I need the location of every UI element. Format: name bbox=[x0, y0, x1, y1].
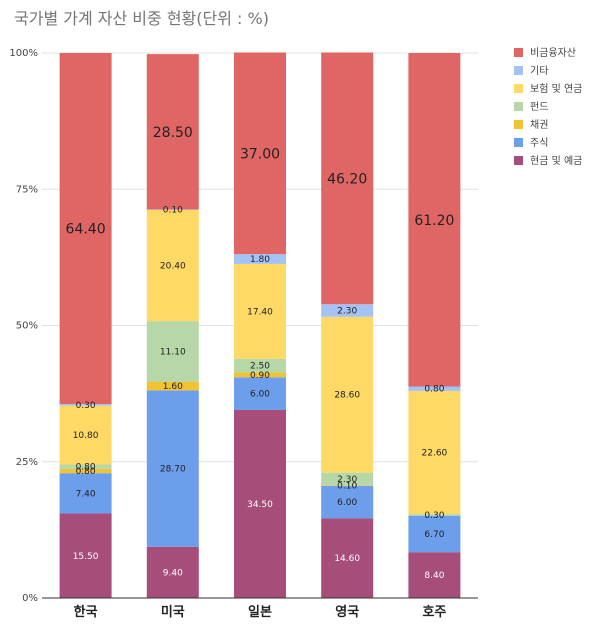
legend-swatch bbox=[514, 66, 523, 75]
data-label: 6.70 bbox=[424, 530, 444, 540]
bar-segment bbox=[321, 485, 374, 486]
bar-segment bbox=[408, 515, 461, 553]
legend-swatch bbox=[514, 84, 523, 93]
data-label: 1.80 bbox=[250, 255, 270, 265]
y-tick-label: 75% bbox=[16, 184, 38, 195]
x-tick-label: 일본 bbox=[248, 605, 272, 620]
bar-segment bbox=[408, 386, 461, 391]
data-label: 0.90 bbox=[250, 371, 270, 381]
data-label: 37.00 bbox=[240, 146, 280, 162]
data-label: 0.30 bbox=[76, 401, 96, 411]
bar-segment bbox=[59, 468, 112, 474]
x-tick-label: 호주 bbox=[422, 605, 446, 620]
data-label: 22.60 bbox=[422, 448, 448, 458]
bar-segment bbox=[146, 390, 199, 547]
legend-label: 보험 및 연금 bbox=[530, 83, 582, 95]
data-label: 64.40 bbox=[66, 221, 106, 237]
data-label: 1.60 bbox=[163, 382, 183, 392]
legend-label: 주식 bbox=[530, 137, 548, 149]
data-label: 6.00 bbox=[337, 498, 357, 508]
axes: 0% 25% 50% 75% 100% 한국 미국 일본 영국 호주 bbox=[9, 48, 478, 620]
data-label: 2.50 bbox=[250, 362, 270, 372]
y-tick-label: 50% bbox=[16, 321, 38, 332]
data-label: 46.20 bbox=[327, 171, 367, 187]
data-label: 34.50 bbox=[247, 500, 273, 510]
bar-segment bbox=[234, 254, 286, 264]
legend-swatch bbox=[514, 156, 523, 165]
bar-segment bbox=[146, 209, 199, 210]
bar-segment bbox=[234, 409, 286, 598]
data-label: 2.30 bbox=[337, 307, 357, 317]
data-label: 2.30 bbox=[337, 475, 357, 485]
legend-swatch bbox=[514, 120, 523, 129]
bar-segment bbox=[234, 372, 286, 378]
legend-swatch bbox=[514, 138, 523, 147]
bar-segment bbox=[59, 473, 112, 514]
bar-segment bbox=[408, 514, 461, 516]
bar-segment bbox=[234, 263, 286, 359]
chart-title: 국가별 가계 자산 비중 현황(단위 : %) bbox=[14, 9, 269, 28]
legend-label: 펀드 bbox=[530, 101, 548, 113]
bar-segment bbox=[321, 485, 374, 519]
bar-segment bbox=[234, 377, 286, 410]
bar-segment bbox=[408, 53, 461, 387]
bar-segment bbox=[146, 546, 199, 598]
data-label: 6.00 bbox=[250, 390, 270, 400]
data-label: 20.40 bbox=[160, 262, 186, 272]
data-label: 28.50 bbox=[153, 125, 193, 141]
y-tick-label: 0% bbox=[22, 593, 38, 604]
data-label: 17.40 bbox=[247, 307, 273, 317]
data-label: 14.60 bbox=[334, 554, 360, 564]
bars bbox=[59, 52, 461, 598]
bar-segment bbox=[146, 381, 199, 391]
data-label: 0.30 bbox=[424, 511, 444, 521]
legend-label: 현금 및 예금 bbox=[530, 155, 582, 167]
bar-segment bbox=[146, 321, 199, 382]
data-label: 28.60 bbox=[334, 391, 360, 401]
data-labels: 15.507.400.800.8010.800.3064.409.4028.70… bbox=[66, 125, 455, 581]
data-label: 7.40 bbox=[76, 489, 96, 499]
bar-segment bbox=[234, 52, 286, 255]
legend-swatch bbox=[514, 102, 523, 111]
bar-segment bbox=[59, 53, 112, 404]
data-label: 0.80 bbox=[424, 385, 444, 395]
x-tick-label: 미국 bbox=[161, 604, 185, 620]
data-label: 10.80 bbox=[73, 431, 99, 441]
bar-segment bbox=[234, 358, 286, 373]
bar-segment bbox=[59, 403, 112, 406]
legend-label: 비금융자산 bbox=[530, 47, 576, 59]
x-tick-label: 영국 bbox=[335, 605, 359, 620]
data-label: 0.80 bbox=[76, 467, 96, 477]
data-label: 8.40 bbox=[424, 571, 444, 581]
bar-segment bbox=[321, 472, 374, 486]
data-label: 0.10 bbox=[163, 206, 183, 216]
y-tick-label: 100% bbox=[9, 48, 38, 59]
legend-label: 채권 bbox=[530, 119, 548, 131]
data-label: 9.40 bbox=[163, 568, 183, 578]
data-label: 61.20 bbox=[414, 213, 454, 229]
bar-segment bbox=[146, 209, 199, 322]
data-label: 15.50 bbox=[73, 552, 99, 562]
bar-segment bbox=[321, 316, 374, 473]
legend-swatch bbox=[514, 48, 523, 57]
bar-segment bbox=[321, 518, 374, 598]
bar-segment bbox=[59, 464, 112, 469]
x-tick-label: 한국 bbox=[74, 604, 98, 620]
bar-segment bbox=[146, 54, 199, 210]
data-label: 28.70 bbox=[160, 465, 186, 475]
bar-segment bbox=[408, 552, 461, 598]
bar-segment bbox=[59, 513, 112, 598]
legend-label: 기타 bbox=[530, 65, 548, 77]
data-label: 0.10 bbox=[337, 481, 357, 491]
y-tick-label: 25% bbox=[16, 457, 38, 468]
bar-segment bbox=[321, 304, 374, 317]
bar-segment bbox=[59, 405, 112, 465]
data-label: 0.80 bbox=[76, 463, 96, 473]
data-label: 11.10 bbox=[160, 347, 186, 357]
bar-segment bbox=[321, 52, 374, 305]
bar-segment bbox=[408, 390, 461, 515]
